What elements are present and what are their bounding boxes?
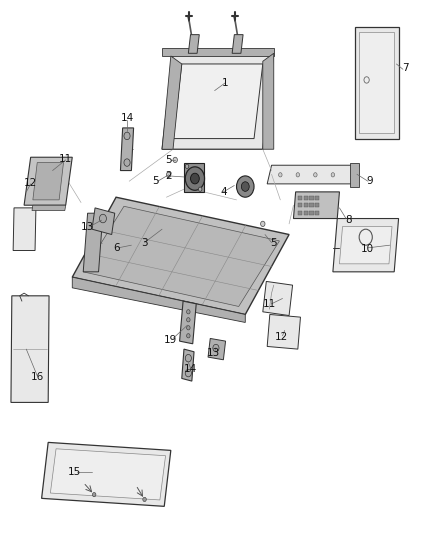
Polygon shape xyxy=(33,163,64,200)
Text: 8: 8 xyxy=(345,215,352,224)
Polygon shape xyxy=(13,208,36,251)
Polygon shape xyxy=(304,203,308,207)
Circle shape xyxy=(279,173,282,177)
Polygon shape xyxy=(120,128,134,171)
Polygon shape xyxy=(83,213,103,272)
Circle shape xyxy=(261,221,265,227)
Circle shape xyxy=(314,173,317,177)
Polygon shape xyxy=(267,314,300,349)
Polygon shape xyxy=(298,196,302,200)
Polygon shape xyxy=(293,192,339,219)
Text: 6: 6 xyxy=(113,243,120,253)
Polygon shape xyxy=(50,449,166,500)
Text: 14: 14 xyxy=(120,114,134,123)
Circle shape xyxy=(296,173,300,177)
Polygon shape xyxy=(315,203,319,207)
Circle shape xyxy=(124,132,130,140)
Text: 16: 16 xyxy=(31,373,44,382)
Polygon shape xyxy=(11,296,49,402)
Polygon shape xyxy=(350,163,359,187)
Text: 4: 4 xyxy=(220,187,227,197)
Text: 15: 15 xyxy=(68,467,81,477)
Text: 9: 9 xyxy=(367,176,374,186)
Polygon shape xyxy=(263,281,293,316)
Polygon shape xyxy=(359,32,394,133)
Polygon shape xyxy=(309,211,314,215)
Circle shape xyxy=(185,164,189,168)
Text: 19: 19 xyxy=(164,335,177,344)
Circle shape xyxy=(143,497,146,502)
Polygon shape xyxy=(298,203,302,207)
Text: 10: 10 xyxy=(360,244,374,254)
Polygon shape xyxy=(180,301,196,344)
Text: 1: 1 xyxy=(222,78,229,87)
Text: 13: 13 xyxy=(81,222,94,231)
Circle shape xyxy=(185,369,191,377)
Text: 3: 3 xyxy=(141,238,148,247)
Circle shape xyxy=(185,354,191,362)
Text: 5: 5 xyxy=(165,155,172,165)
Polygon shape xyxy=(298,211,302,215)
Text: 11: 11 xyxy=(263,299,276,309)
Circle shape xyxy=(166,172,171,177)
Circle shape xyxy=(191,173,199,184)
Polygon shape xyxy=(162,56,182,149)
Circle shape xyxy=(187,326,190,330)
Polygon shape xyxy=(267,165,359,184)
Polygon shape xyxy=(304,211,308,215)
Circle shape xyxy=(99,214,106,223)
Polygon shape xyxy=(208,338,226,360)
Polygon shape xyxy=(162,53,274,149)
Polygon shape xyxy=(315,196,319,200)
Polygon shape xyxy=(263,53,274,149)
Polygon shape xyxy=(339,227,392,264)
Text: 12: 12 xyxy=(275,332,288,342)
Text: 7: 7 xyxy=(402,63,409,73)
Polygon shape xyxy=(304,196,308,200)
Circle shape xyxy=(187,310,190,314)
Polygon shape xyxy=(72,197,289,314)
Circle shape xyxy=(198,187,202,191)
Circle shape xyxy=(92,492,96,497)
Text: 11: 11 xyxy=(59,154,72,164)
Circle shape xyxy=(187,334,190,338)
Polygon shape xyxy=(42,442,171,506)
Text: 12: 12 xyxy=(24,178,37,188)
Polygon shape xyxy=(173,64,263,139)
Text: 5: 5 xyxy=(152,176,159,186)
Polygon shape xyxy=(309,196,314,200)
Circle shape xyxy=(173,157,177,163)
Text: 14: 14 xyxy=(184,364,197,374)
Circle shape xyxy=(237,176,254,197)
Polygon shape xyxy=(315,211,319,215)
Text: 13: 13 xyxy=(207,348,220,358)
Polygon shape xyxy=(309,203,314,207)
Circle shape xyxy=(213,344,219,352)
Polygon shape xyxy=(72,277,245,322)
Polygon shape xyxy=(162,48,274,56)
Polygon shape xyxy=(32,205,66,211)
Text: 5: 5 xyxy=(270,238,277,247)
Circle shape xyxy=(187,318,190,322)
Polygon shape xyxy=(83,206,279,306)
Polygon shape xyxy=(333,219,399,272)
Polygon shape xyxy=(182,349,194,381)
Polygon shape xyxy=(355,27,399,139)
Circle shape xyxy=(124,159,130,166)
Polygon shape xyxy=(184,163,204,192)
Text: 2: 2 xyxy=(165,171,172,181)
Circle shape xyxy=(185,167,205,190)
Circle shape xyxy=(331,173,335,177)
Polygon shape xyxy=(188,35,199,53)
Polygon shape xyxy=(232,35,243,53)
Polygon shape xyxy=(92,208,115,235)
Polygon shape xyxy=(24,157,72,205)
Circle shape xyxy=(241,182,249,191)
